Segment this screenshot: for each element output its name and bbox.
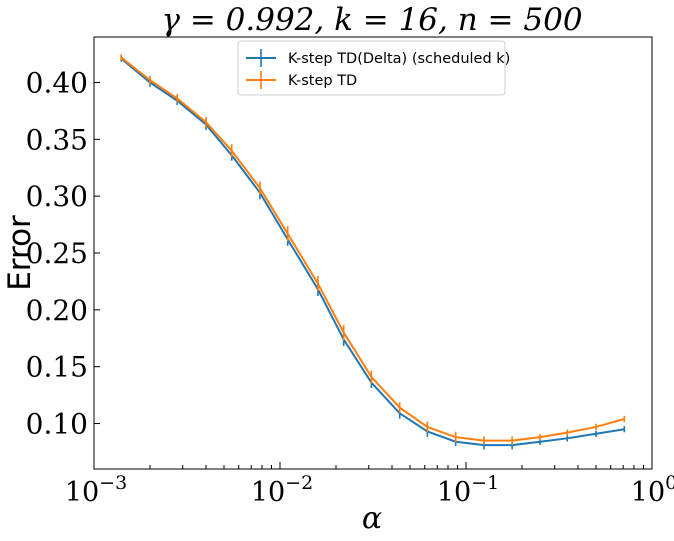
x-tick-label: 10−2 xyxy=(251,472,313,508)
y-tick-label: 0.20 xyxy=(26,294,88,327)
legend-box xyxy=(237,40,506,96)
x-tick-base: 10 xyxy=(631,477,665,508)
x-tick-label: 100 xyxy=(631,472,674,508)
x-tick-exponent: −2 xyxy=(285,472,313,494)
legend: K-step TD(Delta) (scheduled k) K-step TD xyxy=(237,40,510,96)
legend-item: K-step TD(Delta) (scheduled k) xyxy=(246,49,510,67)
x-tick-exponent: −1 xyxy=(471,472,499,494)
series-layer xyxy=(120,54,626,450)
x-axis-ticks: 10−3 10−2 10−1 100 xyxy=(65,462,674,508)
y-tick-label: 0.15 xyxy=(26,351,88,384)
y-tick-label: 0.25 xyxy=(26,237,88,270)
y-tick-label: 0.10 xyxy=(26,408,88,441)
x-tick-base: 10 xyxy=(65,477,99,508)
x-tick-label: 10−3 xyxy=(65,472,127,508)
y-tick-label: 0.30 xyxy=(26,180,88,213)
chart-title-group: γ = 0.992, k = 16, n = 500 xyxy=(161,2,582,38)
y-tick-label: 0.40 xyxy=(26,66,88,99)
x-tick-exponent: −3 xyxy=(99,472,127,494)
y-tick-label: 0.35 xyxy=(26,123,88,156)
y-axis-ticks: 0.10 0.15 0.20 0.25 0.30 0.35 0.40 xyxy=(26,66,100,441)
x-tick-exponent: 0 xyxy=(665,472,674,494)
chart-title: γ = 0.992, k = 16, n = 500 xyxy=(161,2,582,38)
legend-label: K-step TD(Delta) (scheduled k) xyxy=(288,51,510,67)
y-axis-label: Error xyxy=(2,215,38,291)
x-tick-base: 10 xyxy=(437,477,471,508)
legend-item: K-step TD xyxy=(246,71,357,89)
legend-label: K-step TD xyxy=(288,73,357,89)
x-axis-label: α xyxy=(362,501,382,536)
series-line xyxy=(120,57,625,447)
x-tick-label: 10−1 xyxy=(437,472,499,508)
x-axis-minor-ticks xyxy=(149,465,644,469)
series-k-step-td xyxy=(120,54,626,445)
x-tick-base: 10 xyxy=(251,477,285,508)
